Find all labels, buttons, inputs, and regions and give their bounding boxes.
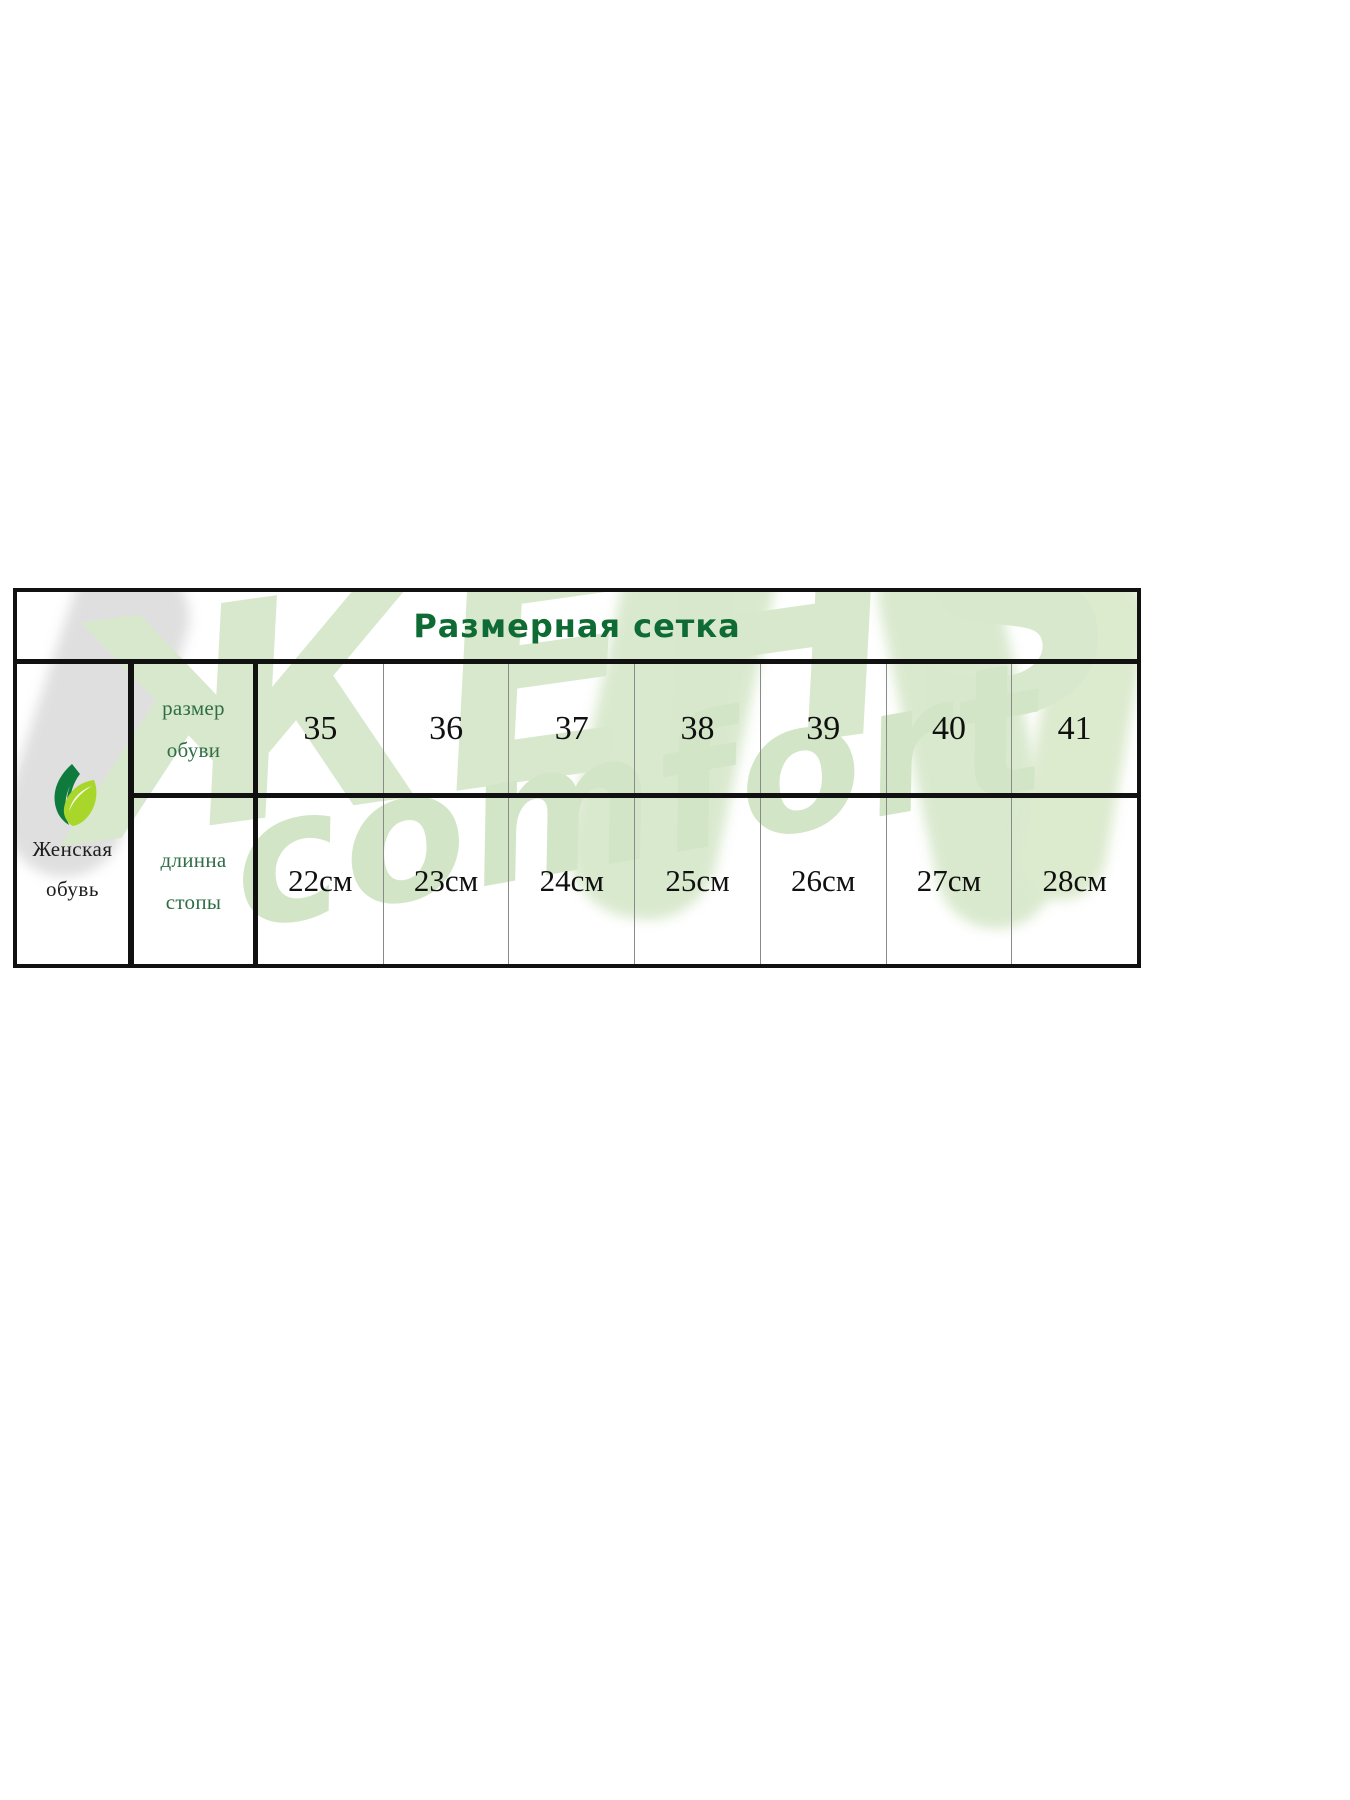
row-header-line2: обуви bbox=[166, 737, 221, 762]
cell-length-27: 27см bbox=[887, 798, 1013, 964]
brand-cell: Женская обувь bbox=[17, 664, 134, 964]
row-header-line1: размер bbox=[162, 695, 225, 720]
cell-length-25: 25см bbox=[635, 798, 761, 964]
table-title-band: Размерная сетка bbox=[17, 592, 1137, 664]
row-header-shoe-size: размер обуви bbox=[134, 664, 258, 793]
cell-size-35: 35 bbox=[258, 664, 384, 793]
table-row: длинна стопы 22см 23см 24см 25см 26см 27… bbox=[134, 798, 1137, 964]
table-row: размер обуви 35 36 37 38 39 40 41 bbox=[134, 664, 1137, 798]
cell-size-41: 41 bbox=[1057, 709, 1092, 747]
table-rows: размер обуви 35 36 37 38 39 40 41 длинна… bbox=[134, 664, 1137, 964]
cell-size-39: 39 bbox=[761, 664, 887, 793]
cell-length-28: 28см bbox=[1042, 863, 1107, 898]
row-cells-foot-length: 22см 23см 24см 25см 26см 27см 28см bbox=[258, 798, 1137, 964]
cell-size-40: 40 bbox=[887, 664, 1013, 793]
leaf-icon bbox=[54, 764, 96, 827]
cell-length-24: 24см bbox=[509, 798, 636, 964]
cell-size-36: 36 bbox=[384, 664, 510, 793]
row-header-line2: стопы bbox=[165, 890, 222, 914]
page-title: Размерная сетка bbox=[413, 606, 741, 645]
cell-size-37: 37 bbox=[509, 664, 636, 793]
row-header-line1: длинна bbox=[160, 848, 227, 872]
brand-label-line1: Женская bbox=[32, 837, 113, 862]
cell-length-22: 22см bbox=[258, 798, 384, 964]
size-chart-table: ЖЕНЅ comfort Размерная сетка Женская обу… bbox=[13, 588, 1141, 968]
table-grid: Женская обувь размер обуви 35 36 37 38 3… bbox=[17, 664, 1137, 964]
row-cells-shoe-size: 35 36 37 38 39 40 41 bbox=[258, 664, 1137, 793]
cell-length-23: 23см bbox=[384, 798, 510, 964]
brand-label-line2: обувь bbox=[46, 877, 99, 901]
row-header-foot-length: длинна стопы bbox=[134, 798, 258, 964]
cell-length-26: 26см bbox=[761, 798, 887, 964]
cell-size-38: 38 bbox=[635, 664, 761, 793]
